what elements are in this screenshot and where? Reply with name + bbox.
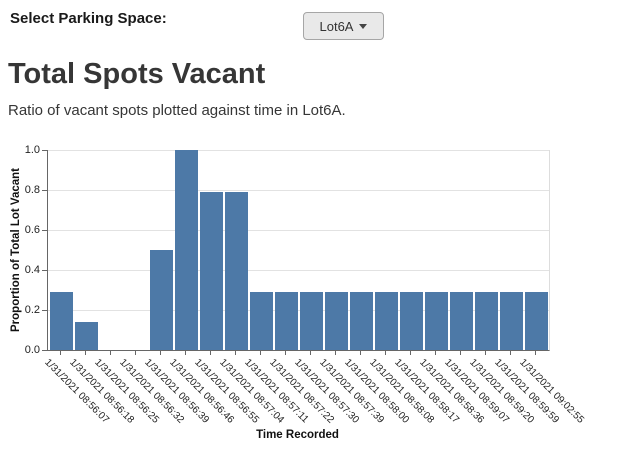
gridline bbox=[48, 230, 549, 231]
x-tick-mark bbox=[260, 351, 261, 355]
gridline bbox=[48, 310, 549, 311]
x-tick-mark bbox=[460, 351, 461, 355]
chevron-down-icon bbox=[359, 23, 368, 29]
parking-space-dropdown-value: Lot6A bbox=[319, 18, 354, 34]
x-tick-mark bbox=[85, 351, 86, 355]
y-tick-mark bbox=[42, 150, 47, 151]
y-tick-mark bbox=[42, 230, 47, 231]
x-tick-mark bbox=[435, 351, 436, 355]
bar bbox=[199, 192, 223, 350]
x-tick-mark bbox=[160, 351, 161, 355]
y-tick-label: 0.6 bbox=[24, 224, 40, 236]
x-tick-mark bbox=[485, 351, 486, 355]
bar bbox=[49, 292, 73, 350]
gridline bbox=[48, 190, 549, 191]
x-tick-mark bbox=[510, 351, 511, 355]
bar bbox=[424, 292, 448, 350]
x-tick-mark bbox=[135, 351, 136, 355]
x-tick-mark bbox=[535, 351, 536, 355]
bar bbox=[299, 292, 323, 350]
y-tick-label: 0.8 bbox=[24, 184, 40, 196]
bar bbox=[274, 292, 298, 350]
y-tick-label: 0.0 bbox=[24, 344, 40, 356]
y-tick-label: 1.0 bbox=[24, 144, 40, 156]
bar bbox=[524, 292, 548, 350]
bar bbox=[149, 250, 173, 350]
page-title: Total Spots Vacant bbox=[8, 58, 266, 90]
x-tick-mark bbox=[310, 351, 311, 355]
gridline bbox=[48, 150, 549, 151]
bar bbox=[224, 192, 248, 350]
y-tick-mark bbox=[42, 270, 47, 271]
y-tick-mark bbox=[42, 310, 47, 311]
vacancy-chart: Proportion of Total Lot Vacant Time Reco… bbox=[0, 140, 618, 449]
bar bbox=[174, 150, 198, 350]
bar bbox=[399, 292, 423, 350]
bar bbox=[349, 292, 373, 350]
bar bbox=[74, 322, 98, 350]
select-parking-label: Select Parking Space: bbox=[10, 10, 167, 27]
y-tick-mark bbox=[42, 190, 47, 191]
y-tick-label: 0.2 bbox=[24, 304, 40, 316]
bar bbox=[324, 292, 348, 350]
x-tick-mark bbox=[335, 351, 336, 355]
bar bbox=[499, 292, 523, 350]
gridline bbox=[48, 270, 549, 271]
x-tick-mark bbox=[385, 351, 386, 355]
x-tick-mark bbox=[110, 351, 111, 355]
page-subtitle: Ratio of vacant spots plotted against ti… bbox=[8, 102, 346, 119]
bar bbox=[474, 292, 498, 350]
x-tick-mark bbox=[285, 351, 286, 355]
bar bbox=[374, 292, 398, 350]
x-tick-mark bbox=[410, 351, 411, 355]
bar bbox=[449, 292, 473, 350]
x-axis-title: Time Recorded bbox=[256, 429, 339, 441]
bar bbox=[249, 292, 273, 350]
y-tick-mark bbox=[42, 350, 47, 351]
x-tick-mark bbox=[235, 351, 236, 355]
plot-area bbox=[47, 150, 550, 351]
x-tick-mark bbox=[185, 351, 186, 355]
y-tick-label: 0.4 bbox=[24, 264, 40, 276]
x-tick-mark bbox=[210, 351, 211, 355]
parking-space-dropdown[interactable]: Lot6A bbox=[303, 12, 384, 40]
x-tick-mark bbox=[60, 351, 61, 355]
x-tick-mark bbox=[360, 351, 361, 355]
